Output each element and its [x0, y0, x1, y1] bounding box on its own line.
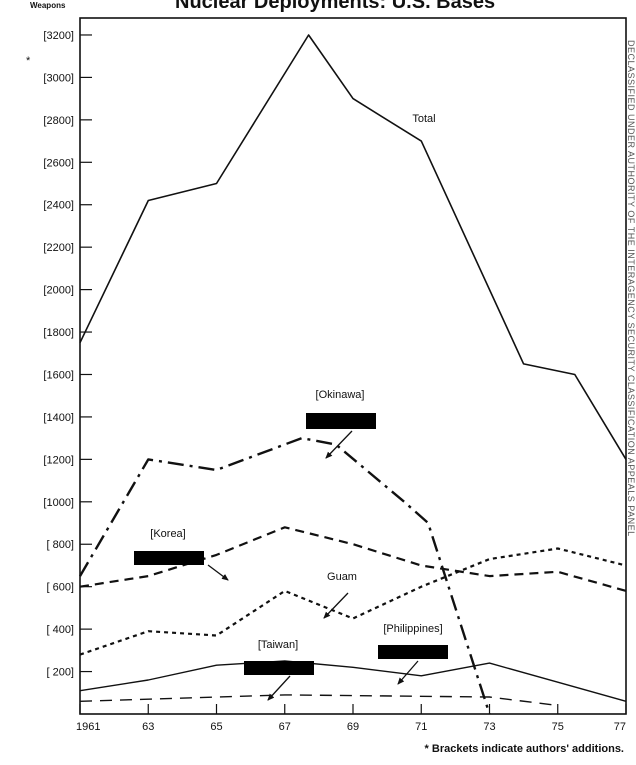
x-tick-label: 75: [552, 721, 564, 733]
plot-frame: [79, 17, 627, 715]
annotation-arrow: [397, 660, 419, 685]
series-line-total: [79, 34, 627, 460]
redaction-bar: [244, 661, 314, 675]
annotation-arrow: [323, 592, 349, 619]
redaction-bar: [306, 413, 376, 429]
series-line-taiwan: [79, 660, 627, 702]
y-tick-label: [ 600]: [46, 582, 74, 594]
y-tick-label: [ 400]: [46, 624, 74, 636]
y-tick-label: [3000]: [43, 72, 74, 84]
x-tick-label: 1961: [76, 721, 100, 733]
y-tick-label: [2000]: [43, 285, 74, 297]
x-tick-label: 63: [142, 721, 154, 733]
annotations-layer: Total [Okinawa] [Korea] Guam [Taiwan] [Philip…: [134, 113, 448, 701]
y-tick-label: [1000]: [43, 497, 74, 509]
x-tick-label: 71: [415, 721, 427, 733]
annotation-label: [Philippines]: [383, 623, 442, 635]
x-tick-label: 69: [347, 721, 359, 733]
y-tick-label: [ 800]: [46, 539, 74, 551]
x-tick-label: 65: [210, 721, 222, 733]
y-tick-label: [1800]: [43, 327, 74, 339]
axes: [ 200] [ 400] [ 600] [ 800] [1000] [1200] [140…: [43, 17, 627, 733]
y-tick-label: [2800]: [43, 115, 74, 127]
annotation-label: Guam: [327, 571, 357, 583]
chart-footnote: * Brackets indicate authors' additions.: [425, 743, 624, 755]
series-line-guam: [79, 547, 627, 656]
x-tick-label: 67: [279, 721, 291, 733]
chart-title: Nuclear Deployments: U.S. Bases: [175, 0, 495, 13]
annotation-label: [Korea]: [150, 528, 185, 540]
y-tick-label: [2200]: [43, 242, 74, 254]
side-margin-text: DECLASSIFIED UNDER AUTHORITY OF THE INTE…: [626, 40, 636, 537]
x-tick-label: 73: [483, 721, 495, 733]
annotation-label: Total: [412, 113, 435, 125]
y-tick-label: [1400]: [43, 412, 74, 424]
y-axis-asterisk: *: [26, 55, 31, 67]
annotation-arrow: [267, 675, 291, 701]
y-axis-label: Weapons: [30, 1, 66, 10]
annotation-arrow: [325, 430, 353, 459]
series-layer: [78, 34, 627, 715]
series-line-okinawa: [78, 436, 491, 715]
annotation-label: [Taiwan]: [258, 639, 298, 651]
series-line-korea: [79, 526, 627, 592]
annotation-label: [Okinawa]: [316, 389, 365, 401]
series-line-philippines: [79, 694, 558, 707]
y-tick-label: [1200]: [43, 454, 74, 466]
annotation-arrow: [207, 564, 229, 581]
y-tick-label: [2400]: [43, 200, 74, 212]
y-tick-label: [2600]: [43, 157, 74, 169]
y-tick-label: [3200]: [43, 30, 74, 42]
redaction-bar: [378, 645, 448, 659]
redaction-bar: [134, 551, 204, 565]
y-tick-label: [ 200]: [46, 667, 74, 679]
x-tick-label: 77: [614, 721, 626, 733]
y-tick-label: [1600]: [43, 369, 74, 381]
